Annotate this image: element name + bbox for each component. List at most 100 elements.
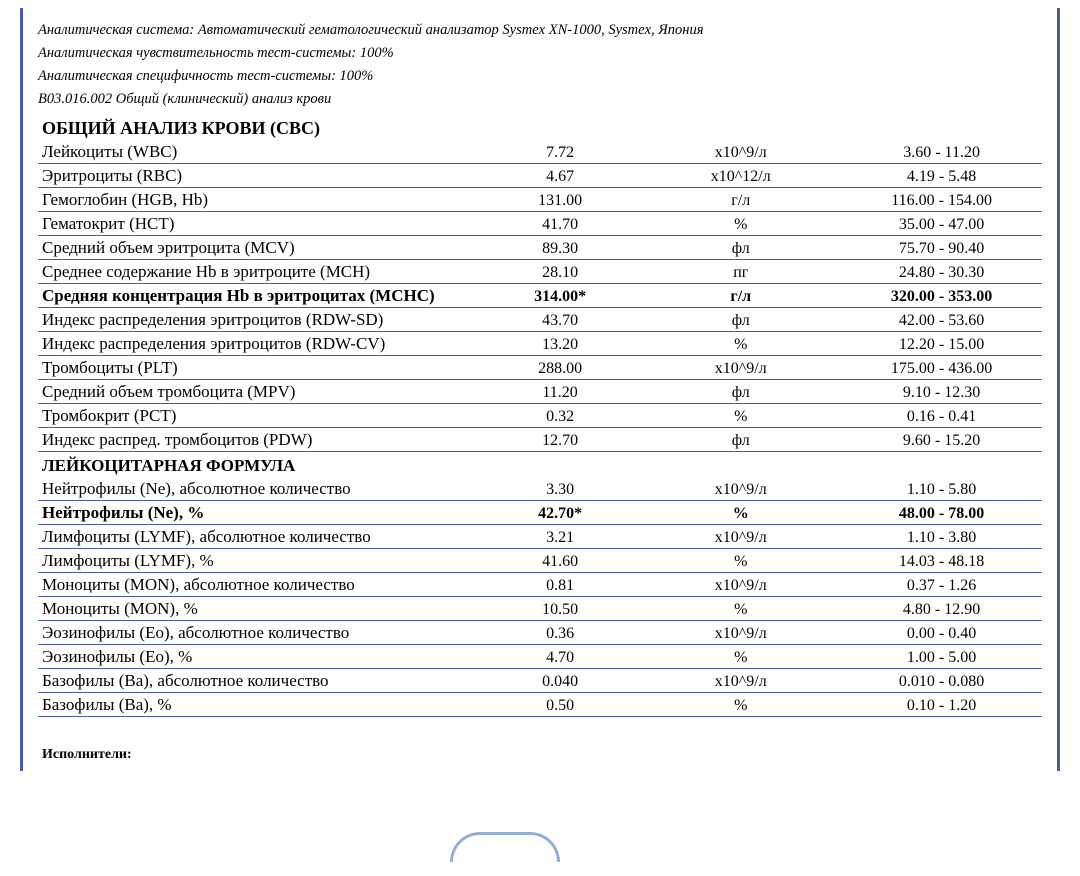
report-container: { "meta": { "system": "Аналитическая сис… [20, 8, 1060, 771]
param-unit: х10^9/л [640, 669, 841, 693]
param-range: 0.00 - 0.40 [841, 621, 1042, 645]
param-unit: пг [640, 260, 841, 284]
param-value: 13.20 [480, 332, 641, 356]
param-range: 35.00 - 47.00 [841, 212, 1042, 236]
param-name: Эозинофилы (Eo), абсолютное количество [38, 621, 480, 645]
param-range: 0.16 - 0.41 [841, 404, 1042, 428]
table-row: Эозинофилы (Eo), абсолютное количество0.… [38, 621, 1042, 645]
table-row: Моноциты (MON), %10.50%4.80 - 12.90 [38, 597, 1042, 621]
param-value: 314.00* [480, 284, 641, 308]
table-row: Тромбокрит (PCT)0.32%0.16 - 0.41 [38, 404, 1042, 428]
param-name: Базофилы (Ba), абсолютное количество [38, 669, 480, 693]
meta-system: Аналитическая система: Автоматический ге… [38, 22, 1042, 39]
param-name: Тромбокрит (PCT) [38, 404, 480, 428]
param-unit: % [640, 404, 841, 428]
param-unit: % [640, 597, 841, 621]
param-range: 4.80 - 12.90 [841, 597, 1042, 621]
param-value: 10.50 [480, 597, 641, 621]
param-unit: г/л [640, 188, 841, 212]
param-range: 42.00 - 53.60 [841, 308, 1042, 332]
param-name: Средний объем эритроцита (MCV) [38, 236, 480, 260]
param-unit: х10^9/л [640, 573, 841, 597]
param-unit: х10^9/л [640, 140, 841, 164]
param-unit: фл [640, 236, 841, 260]
param-value: 43.70 [480, 308, 641, 332]
param-unit: х10^12/л [640, 164, 841, 188]
table-row: Лимфоциты (LYMF), %41.60%14.03 - 48.18 [38, 549, 1042, 573]
param-range: 0.10 - 1.20 [841, 693, 1042, 717]
meta-specificity: Аналитическая специфичность тест-системы… [38, 68, 1042, 85]
param-value: 0.36 [480, 621, 641, 645]
meta-sensitivity: Аналитическая чувствительность тест-сист… [38, 45, 1042, 62]
param-value: 89.30 [480, 236, 641, 260]
param-unit: х10^9/л [640, 621, 841, 645]
table-row: Среднее содержание Hb в эритроците (MCH)… [38, 260, 1042, 284]
param-name: Нейтрофилы (Ne), абсолютное количество [38, 477, 480, 501]
param-name: Эритроциты (RBC) [38, 164, 480, 188]
param-range: 12.20 - 15.00 [841, 332, 1042, 356]
param-unit: % [640, 501, 841, 525]
param-unit: % [640, 549, 841, 573]
param-value: 12.70 [480, 428, 641, 452]
param-range: 3.60 - 11.20 [841, 140, 1042, 164]
param-name: Моноциты (MON), % [38, 597, 480, 621]
param-name: Лимфоциты (LYMF), % [38, 549, 480, 573]
param-name: Моноциты (MON), абсолютное количество [38, 573, 480, 597]
param-value: 0.32 [480, 404, 641, 428]
table-row: Эозинофилы (Eo), %4.70%1.00 - 5.00 [38, 645, 1042, 669]
table-row: Средний объем тромбоцита (MPV)11.20фл9.1… [38, 380, 1042, 404]
param-name: Базофилы (Ba), % [38, 693, 480, 717]
param-name: Гемоглобин (HGB, Hb) [38, 188, 480, 212]
param-value: 41.60 [480, 549, 641, 573]
param-range: 0.37 - 1.26 [841, 573, 1042, 597]
section-title: ОБЩИЙ АНАЛИЗ КРОВИ (CBC) [38, 114, 1042, 140]
param-range: 9.60 - 15.20 [841, 428, 1042, 452]
param-name: Индекс распределения эритроцитов (RDW-SD… [38, 308, 480, 332]
param-range: 1.10 - 3.80 [841, 525, 1042, 549]
param-value: 0.81 [480, 573, 641, 597]
table-row: Тромбоциты (PLT)288.00х10^9/л175.00 - 43… [38, 356, 1042, 380]
param-name: Среднее содержание Hb в эритроците (MCH) [38, 260, 480, 284]
meta-code: В03.016.002 Общий (клинический) анализ к… [38, 91, 1042, 108]
param-value: 0.50 [480, 693, 641, 717]
table-row: Индекс распределения эритроцитов (RDW-SD… [38, 308, 1042, 332]
param-name: Тромбоциты (PLT) [38, 356, 480, 380]
param-range: 14.03 - 48.18 [841, 549, 1042, 573]
param-value: 7.72 [480, 140, 641, 164]
param-name: Средний объем тромбоцита (MPV) [38, 380, 480, 404]
param-unit: х10^9/л [640, 525, 841, 549]
param-unit: г/л [640, 284, 841, 308]
param-value: 3.30 [480, 477, 641, 501]
param-range: 75.70 - 90.40 [841, 236, 1042, 260]
table-row: Средний объем эритроцита (MCV)89.30фл75.… [38, 236, 1042, 260]
param-name: Индекс распределения эритроцитов (RDW-CV… [38, 332, 480, 356]
table-row: Нейтрофилы (Ne), %42.70*%48.00 - 78.00 [38, 501, 1042, 525]
param-unit: % [640, 332, 841, 356]
param-range: 320.00 - 353.00 [841, 284, 1042, 308]
param-unit: фл [640, 428, 841, 452]
table-row: Лимфоциты (LYMF), абсолютное количество3… [38, 525, 1042, 549]
param-value: 41.70 [480, 212, 641, 236]
param-range: 48.00 - 78.00 [841, 501, 1042, 525]
table-row: Средняя концентрация Hb в эритроцитах (M… [38, 284, 1042, 308]
param-unit: % [640, 693, 841, 717]
param-value: 42.70* [480, 501, 641, 525]
param-value: 3.21 [480, 525, 641, 549]
param-range: 175.00 - 436.00 [841, 356, 1042, 380]
table-row: Базофилы (Ba), %0.50%0.10 - 1.20 [38, 693, 1042, 717]
param-range: 116.00 - 154.00 [841, 188, 1042, 212]
param-unit: х10^9/л [640, 477, 841, 501]
results-table: ОБЩИЙ АНАЛИЗ КРОВИ (CBC)Лейкоциты (WBC)7… [38, 114, 1042, 717]
param-range: 9.10 - 12.30 [841, 380, 1042, 404]
performers-label: Исполнители: [38, 747, 1042, 763]
param-unit: фл [640, 380, 841, 404]
section-title: ЛЕЙКОЦИТАРНАЯ ФОРМУЛА [38, 452, 1042, 478]
table-row: Лейкоциты (WBC)7.72х10^9/л3.60 - 11.20 [38, 140, 1042, 164]
param-name: Нейтрофилы (Ne), % [38, 501, 480, 525]
table-row: Гемоглобин (HGB, Hb)131.00г/л116.00 - 15… [38, 188, 1042, 212]
param-name: Лимфоциты (LYMF), абсолютное количество [38, 525, 480, 549]
param-unit: фл [640, 308, 841, 332]
table-row: Базофилы (Ba), абсолютное количество0.04… [38, 669, 1042, 693]
stamp-icon [450, 832, 560, 862]
param-unit: % [640, 212, 841, 236]
